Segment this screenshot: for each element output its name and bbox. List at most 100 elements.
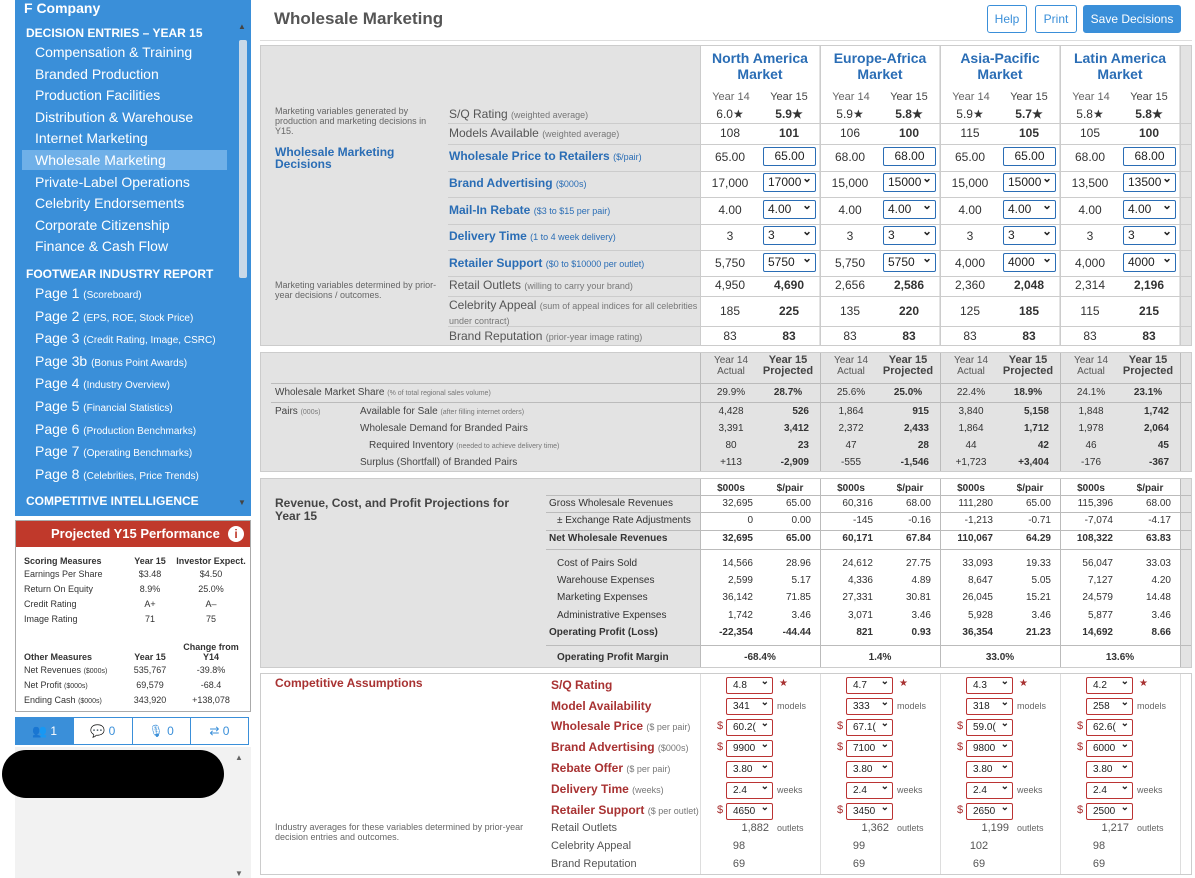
price-input[interactable]: 68.00	[1123, 147, 1176, 166]
print-button[interactable]: Print	[1035, 5, 1077, 33]
rebate-select[interactable]: 3.80	[726, 758, 773, 778]
sq-select[interactable]: 4.2	[1086, 674, 1133, 694]
delivery-select[interactable]: 2.4	[966, 779, 1013, 799]
nav-item[interactable]: Production Facilities	[35, 87, 161, 104]
nav-page-link[interactable]: Page 6 (Production Benchmarks)	[22, 419, 227, 439]
row-divider	[271, 383, 1191, 384]
rebate-select[interactable]: 4.00	[1123, 197, 1176, 219]
adv-select[interactable]: 9800	[966, 737, 1013, 757]
rebate-select[interactable]: 4.00	[883, 197, 936, 219]
sup-select[interactable]: 4650	[726, 800, 773, 820]
price-input[interactable]: 68.00	[883, 147, 936, 166]
chat-scrollbar[interactable]: ▲ ▼	[235, 753, 245, 878]
rebate-select[interactable]: 4.00	[763, 197, 816, 219]
pairs-y15: +3,404	[1018, 457, 1049, 468]
info-icon[interactable]: i	[228, 526, 244, 542]
delivery-select[interactable]: 3	[1123, 223, 1176, 245]
reputation-value: 69	[1092, 858, 1106, 870]
advertising-select[interactable]: 13500	[1123, 170, 1176, 192]
projection-perpair: 21.23	[1025, 627, 1051, 638]
adv-select[interactable]: 7100	[846, 737, 893, 757]
nav-item[interactable]: Private-Label Operations	[35, 173, 190, 190]
delivery-select[interactable]: 2.4	[846, 779, 893, 799]
projection-perpair: 3.46	[791, 610, 811, 621]
delivery-select[interactable]: 2.4	[1086, 779, 1133, 799]
scroll-down-icon[interactable]: ▼	[238, 498, 246, 507]
nav-item[interactable]: Compensation & Training	[35, 44, 193, 60]
nav-item[interactable]: Internet Marketing	[35, 130, 148, 147]
price-select[interactable]: 59.0(	[966, 716, 1013, 736]
advertising-select[interactable]: 15000	[1003, 170, 1056, 192]
nav-item[interactable]: Distribution & Warehouse	[35, 108, 194, 125]
projection-perpair: 0.93	[911, 627, 931, 638]
tab-messages[interactable]: 💬 0	[73, 718, 131, 744]
mic-icon: 🎙	[148, 724, 164, 738]
nav-page-link[interactable]: Page 1 (Scoreboard)	[22, 283, 227, 303]
models-select[interactable]: 318	[966, 695, 1013, 715]
delivery-select[interactable]: 2.4	[726, 779, 773, 799]
pairs-sub: (000s)	[300, 409, 321, 416]
save-decisions-button[interactable]: Save Decisions	[1083, 5, 1181, 33]
column-divider	[1060, 479, 1061, 667]
help-button[interactable]: Help	[987, 5, 1027, 33]
adv-select[interactable]: 9900	[726, 737, 773, 757]
price-select[interactable]: 62.6(	[1086, 716, 1133, 736]
tab-users[interactable]: 👥 1	[16, 718, 74, 744]
tab-retweet[interactable]: ⇄ 0	[189, 718, 248, 744]
sup-select[interactable]: 2500	[1086, 800, 1133, 820]
adv-select[interactable]: 6000	[1086, 737, 1133, 757]
tab-retweet-count: 0	[222, 724, 230, 738]
support-select[interactable]: 5750	[763, 250, 816, 272]
scroll-up-icon[interactable]: ▲	[238, 22, 246, 31]
projection-label: Warehouse Expenses	[557, 575, 655, 586]
delivery-select[interactable]: 3	[1003, 223, 1056, 245]
models-select[interactable]: 258	[1086, 695, 1133, 715]
nav-item[interactable]: Wholesale Marketing	[22, 150, 227, 170]
hdr-year15: Year 15	[768, 354, 808, 366]
tab-mic[interactable]: 🎙 0	[131, 718, 190, 744]
projection-value: -145	[852, 515, 873, 526]
nav-page-link[interactable]: Page 3 (Credit Rating, Image, CSRC)	[22, 328, 227, 348]
scroll-thumb[interactable]	[239, 40, 247, 278]
price-input[interactable]: 65.00	[763, 147, 816, 166]
nav-page-link[interactable]: Page 7 (Operating Benchmarks)	[22, 441, 227, 461]
sup-select[interactable]: 2650	[966, 800, 1013, 820]
support-select[interactable]: 4000	[1123, 250, 1176, 272]
rebate-select[interactable]: 3.80	[846, 758, 893, 778]
price-select[interactable]: 67.1(	[846, 716, 893, 736]
delivery-select[interactable]: 3	[883, 223, 936, 245]
advertising-select[interactable]: 15000	[883, 170, 936, 192]
support-select[interactable]: 5750	[883, 250, 936, 272]
scroll-up-icon[interactable]: ▲	[235, 753, 243, 762]
projection-label: Net Wholesale Revenues	[549, 533, 668, 544]
rebate-select[interactable]: 3.80	[966, 758, 1013, 778]
nav-item[interactable]: Celebrity Endorsements	[35, 195, 185, 212]
nav-page-link[interactable]: Page 4 (Industry Overview)	[22, 373, 227, 393]
models-select[interactable]: 341	[726, 695, 773, 715]
sq-select[interactable]: 4.3	[966, 674, 1013, 694]
nav-page-link[interactable]: Page 2 (EPS, ROE, Stock Price)	[22, 306, 227, 326]
nav-page-link[interactable]: Page 8 (Celebrities, Price Trends)	[22, 464, 227, 484]
nav-scrollbar[interactable]: ▲ ▼	[235, 18, 249, 514]
nav-item[interactable]: Finance & Cash Flow	[35, 238, 169, 255]
row-label-sub: (weighted average)	[542, 129, 620, 139]
advertising-select[interactable]: 17000	[763, 170, 816, 192]
nav-item[interactable]: Branded Production	[35, 65, 159, 82]
nav-page-link[interactable]: Page 3b (Bonus Point Awards)	[22, 351, 227, 371]
nav-page-link[interactable]: Page 5 (Financial Statistics)	[22, 396, 227, 416]
sup-select[interactable]: 3450	[846, 800, 893, 820]
support-select[interactable]: 4000	[1003, 250, 1056, 272]
sq-select[interactable]: 4.7	[846, 674, 893, 694]
rebate-select[interactable]: 3.80	[1086, 758, 1133, 778]
models-select[interactable]: 333	[846, 695, 893, 715]
weeks-unit: weeks	[777, 785, 803, 795]
nav-item[interactable]: Corporate Citizenship	[35, 216, 170, 233]
nav-section-intel[interactable]: COMPETITIVE INTELLIGENCE	[26, 494, 199, 508]
price-select[interactable]: 60.2(	[726, 716, 773, 736]
scroll-down-icon[interactable]: ▼	[235, 869, 243, 878]
sq-select[interactable]: 4.8	[726, 674, 773, 694]
delivery-select[interactable]: 3	[763, 223, 816, 245]
rebate-select[interactable]: 4.00	[1003, 197, 1056, 219]
row-label-text: Delivery Time	[449, 229, 527, 243]
price-input[interactable]: 65.00	[1003, 147, 1056, 166]
